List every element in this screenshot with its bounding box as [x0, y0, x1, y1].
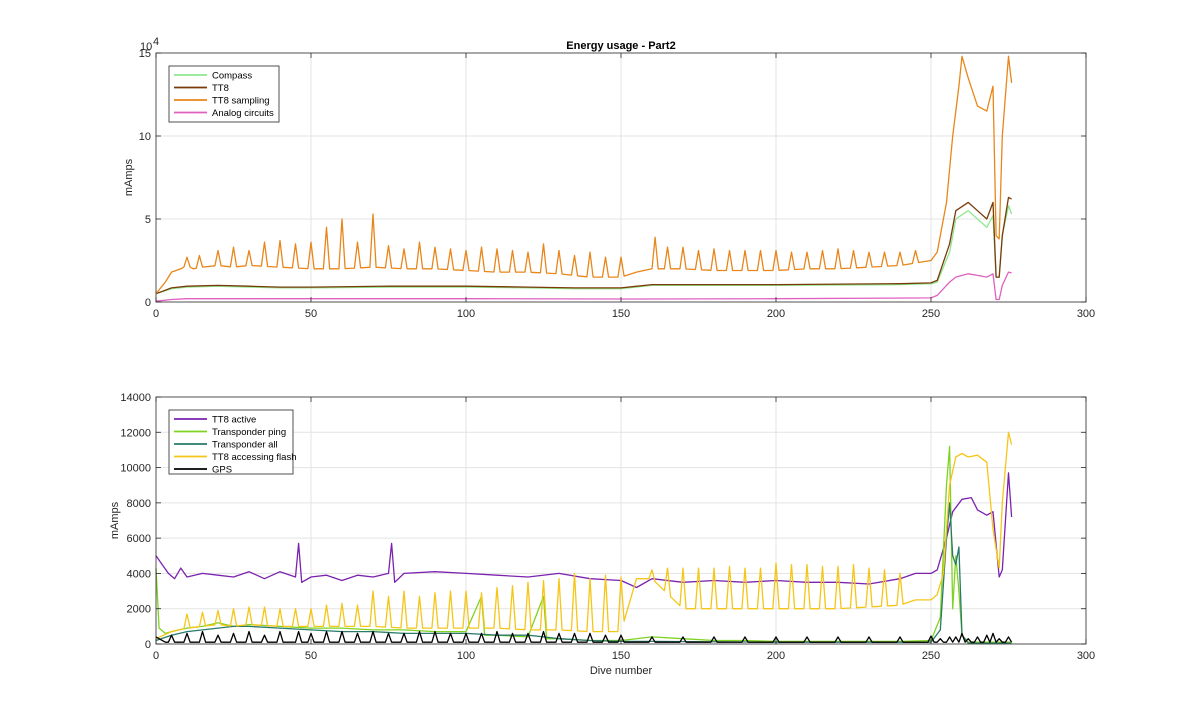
- x-tick-label: 0: [153, 308, 159, 320]
- legend-label: Analog circuits: [212, 108, 274, 119]
- x-tick-label: 300: [1077, 308, 1095, 320]
- x-tick-label: 250: [922, 308, 940, 320]
- legend-label: TT8 sampling: [212, 96, 270, 107]
- axes-2: 0 50 100 150 200 250 300 0 2000 4000 6000 8000 10000…: [109, 392, 1095, 677]
- y-axis-label: mAmps: [123, 158, 135, 196]
- y-tick-label: 8000: [127, 498, 151, 510]
- series-line-analog-circuits: [155, 271, 1012, 302]
- legend-label: TT8 active: [212, 415, 256, 426]
- x-tick-label: 200: [767, 308, 785, 320]
- legend-label: TT8 accessing flash: [212, 452, 296, 463]
- series-line-tt8-sampling: [155, 55, 1013, 295]
- series-line-gps: [155, 630, 1013, 643]
- legend-label: Transponder all: [212, 440, 278, 451]
- x-axis-label: Dive number: [590, 665, 653, 677]
- y-tick-label: 0: [145, 297, 151, 309]
- x-tick-label: 300: [1077, 650, 1095, 662]
- y-tick-label: 10: [139, 131, 151, 143]
- x-tick-label: 150: [612, 308, 630, 320]
- x-tick-label: 50: [305, 308, 317, 320]
- x-tick-label: 150: [612, 650, 630, 662]
- y-exponent-power: 4: [153, 36, 159, 48]
- chart-title: Energy usage - Part2: [566, 40, 675, 52]
- legend-box: [168, 409, 294, 475]
- y-exponent-label: 10: [140, 41, 152, 53]
- legend-label: Transponder ping: [212, 427, 286, 438]
- x-tick-label: 200: [767, 650, 785, 662]
- series-line-tt8-active: [155, 472, 1013, 589]
- y-tick-label: 4000: [127, 568, 151, 580]
- x-tick-label: 50: [305, 650, 317, 662]
- y-tick-label: 15: [139, 48, 151, 60]
- series-line-tt8-accessing-flash: [155, 431, 1013, 640]
- legend-label: GPS: [212, 465, 232, 476]
- x-tick-label: 100: [457, 308, 475, 320]
- y-tick-label: 6000: [127, 533, 151, 545]
- series-line-tt8: [155, 196, 1012, 295]
- legend-label: TT8: [212, 83, 229, 94]
- y-tick-label: 10000: [120, 463, 151, 475]
- y-tick-label: 14000: [120, 392, 151, 404]
- x-tick-label: 0: [153, 650, 159, 662]
- y-tick-label: 0: [145, 639, 151, 651]
- y-tick-label: 5: [145, 214, 151, 226]
- legend-label: Compass: [212, 71, 252, 82]
- x-tick-label: 250: [922, 650, 940, 662]
- x-tick-label: 100: [457, 650, 475, 662]
- y-tick-label: 2000: [127, 604, 151, 616]
- y-axis-label: mAmps: [109, 501, 121, 539]
- y-tick-label: 12000: [120, 427, 151, 439]
